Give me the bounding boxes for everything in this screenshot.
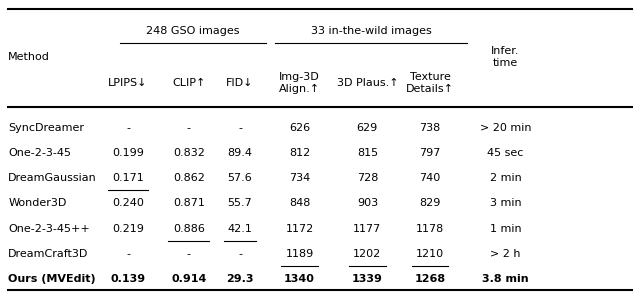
Text: 0.871: 0.871: [173, 198, 205, 208]
Text: -: -: [238, 123, 242, 133]
Text: 740: 740: [419, 173, 441, 183]
Text: 815: 815: [356, 148, 378, 158]
Text: Img-3D
Align.↑: Img-3D Align.↑: [279, 72, 320, 94]
Text: 0.171: 0.171: [112, 173, 144, 183]
Text: 29.3: 29.3: [227, 274, 253, 284]
Text: > 2 h: > 2 h: [490, 249, 521, 259]
Text: One-2-3-45: One-2-3-45: [8, 148, 71, 158]
Text: -: -: [126, 123, 130, 133]
Text: 33 in-the-wild images: 33 in-the-wild images: [311, 26, 431, 36]
Text: DreamGaussian: DreamGaussian: [8, 173, 97, 183]
Text: 829: 829: [419, 198, 441, 208]
Text: 1178: 1178: [416, 224, 444, 234]
Text: 0.199: 0.199: [112, 148, 144, 158]
Text: 1189: 1189: [285, 249, 314, 259]
Text: 738: 738: [419, 123, 441, 133]
Text: 0.139: 0.139: [111, 274, 145, 284]
Text: 89.4: 89.4: [227, 148, 253, 158]
Text: 0.832: 0.832: [173, 148, 205, 158]
Text: 3 min: 3 min: [490, 198, 522, 208]
Text: Method: Method: [8, 52, 50, 62]
Text: FID↓: FID↓: [227, 78, 253, 88]
Text: 728: 728: [356, 173, 378, 183]
Text: 1268: 1268: [415, 274, 445, 284]
Text: 734: 734: [289, 173, 310, 183]
Text: CLIP↑: CLIP↑: [172, 78, 205, 88]
Text: SyncDreamer: SyncDreamer: [8, 123, 84, 133]
Text: 1 min: 1 min: [490, 224, 522, 234]
Text: DreamCraft3D: DreamCraft3D: [8, 249, 89, 259]
Text: 3D Plaus.↑: 3D Plaus.↑: [337, 78, 398, 88]
Text: 0.862: 0.862: [173, 173, 205, 183]
Text: 42.1: 42.1: [228, 224, 252, 234]
Text: > 20 min: > 20 min: [480, 123, 531, 133]
Text: 812: 812: [289, 148, 310, 158]
Text: 629: 629: [356, 123, 378, 133]
Text: -: -: [187, 249, 191, 259]
Text: 45 sec: 45 sec: [488, 148, 524, 158]
Text: 626: 626: [289, 123, 310, 133]
Text: -: -: [238, 249, 242, 259]
Text: Wonder3D: Wonder3D: [8, 198, 67, 208]
Text: 248 GSO images: 248 GSO images: [146, 26, 240, 36]
Text: Ours (MVEdit): Ours (MVEdit): [8, 274, 96, 284]
Text: 0.219: 0.219: [112, 224, 144, 234]
Text: 0.886: 0.886: [173, 224, 205, 234]
Text: LPIPS↓: LPIPS↓: [108, 78, 148, 88]
Text: One-2-3-45++: One-2-3-45++: [8, 224, 90, 234]
Text: 57.6: 57.6: [228, 173, 252, 183]
Text: 1172: 1172: [285, 224, 314, 234]
Text: -: -: [187, 123, 191, 133]
Text: Infer.
time: Infer. time: [492, 46, 520, 68]
Text: 797: 797: [419, 148, 441, 158]
Text: 0.240: 0.240: [112, 198, 144, 208]
Text: Texture
Details↑: Texture Details↑: [406, 72, 454, 94]
Text: 2 min: 2 min: [490, 173, 522, 183]
Text: 903: 903: [356, 198, 378, 208]
Text: 1210: 1210: [416, 249, 444, 259]
Text: 0.914: 0.914: [171, 274, 207, 284]
Text: 1202: 1202: [353, 249, 381, 259]
Text: -: -: [126, 249, 130, 259]
Text: 1340: 1340: [284, 274, 315, 284]
Text: 848: 848: [289, 198, 310, 208]
Text: 3.8 min: 3.8 min: [483, 274, 529, 284]
Text: 1177: 1177: [353, 224, 381, 234]
Text: 1339: 1339: [352, 274, 383, 284]
Text: 55.7: 55.7: [228, 198, 252, 208]
